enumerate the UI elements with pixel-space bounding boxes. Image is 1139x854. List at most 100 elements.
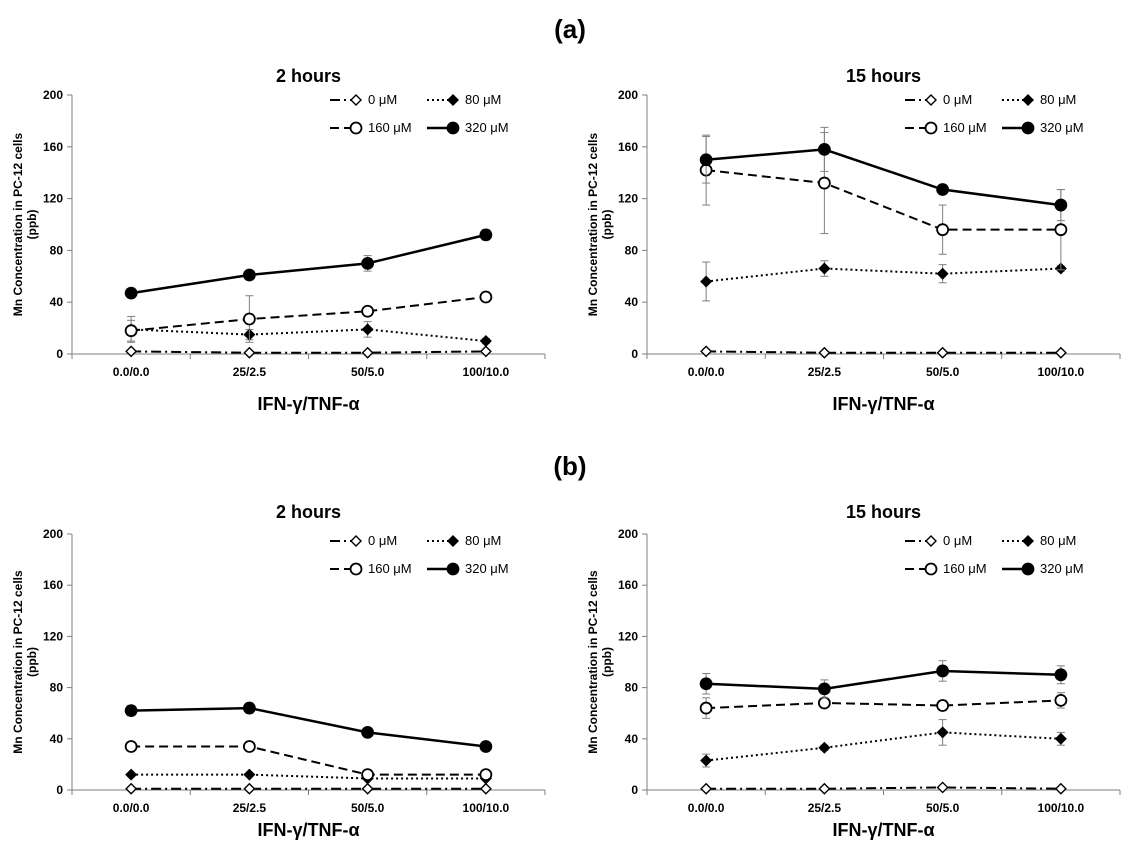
- series-line: [131, 350, 486, 354]
- x-tick-label: 25/2.5: [233, 365, 267, 379]
- data-point: [818, 262, 831, 275]
- data-point: [1054, 732, 1067, 745]
- data-point: [479, 740, 493, 753]
- chart-title: 15 hours: [846, 502, 921, 522]
- legend-item: 160 μM: [330, 561, 412, 576]
- data-point: [817, 682, 831, 696]
- y-tick-label: 160: [43, 140, 63, 154]
- data-point: [479, 345, 492, 358]
- legend-item: 80 μM: [427, 92, 501, 107]
- series-0: [700, 345, 1067, 359]
- data-point: [125, 345, 138, 358]
- legend-marker: [349, 121, 363, 135]
- data-point: [936, 781, 949, 794]
- x-tick-label: 0.0/0.0: [113, 801, 150, 815]
- y-tick-label: 160: [43, 578, 63, 592]
- section-label-a: (a): [554, 14, 586, 44]
- data-point: [936, 267, 949, 280]
- data-point: [243, 782, 256, 795]
- legend: 0 μM 80 μM 160 μM 320 μM: [330, 533, 509, 576]
- series-3: [124, 228, 493, 300]
- chart-title: 15 hours: [846, 66, 921, 86]
- series-1: [700, 260, 1067, 302]
- legend-label: 80 μM: [465, 92, 501, 107]
- y-tick-label: 0: [631, 783, 638, 797]
- legend-label: 80 μM: [465, 533, 501, 548]
- x-tick-label: 25/2.5: [808, 801, 842, 815]
- x-tick-label: 25/2.5: [808, 365, 842, 379]
- x-tick-label: 50/5.0: [351, 801, 385, 815]
- data-point: [125, 782, 138, 795]
- y-tick-label: 200: [618, 527, 638, 541]
- y-tick-label: 120: [43, 629, 63, 643]
- x-tick-label: 100/10.0: [1038, 365, 1085, 379]
- legend-label: 320 μM: [1040, 120, 1084, 135]
- legend-marker: [1021, 562, 1035, 576]
- data-point: [817, 696, 831, 710]
- y-axis-label-line2: (ppb): [600, 210, 614, 240]
- data-point: [361, 768, 375, 782]
- data-point: [817, 142, 831, 156]
- legend-item: 80 μM: [1002, 533, 1076, 548]
- legend-label: 80 μM: [1040, 92, 1076, 107]
- data-point: [818, 741, 831, 754]
- legend-marker: [1022, 535, 1034, 547]
- x-tick-label: 100/10.0: [1038, 801, 1085, 815]
- legend-marker: [1021, 121, 1035, 135]
- series-line: [131, 745, 486, 776]
- data-point: [936, 699, 950, 712]
- y-tick-label: 0: [56, 783, 63, 797]
- data-point: [479, 335, 492, 348]
- chart-title: 2 hours: [276, 66, 341, 86]
- data-point: [361, 725, 375, 739]
- y-axis-label-line1: Mn Concentration in PC-12 cells: [586, 570, 600, 754]
- y-tick-label: 0: [56, 347, 63, 361]
- series-line: [131, 296, 486, 332]
- data-point: [243, 346, 256, 359]
- y-tick-label: 80: [625, 243, 639, 257]
- chart-b-15-hours: 15 hours Mn Concentration in PC-12 cells(…: [586, 502, 1121, 840]
- y-axis-label: Mn Concentration in PC-12 cells (ppb): [586, 132, 614, 316]
- data-point: [699, 677, 713, 691]
- y-tick-label: 200: [618, 88, 638, 102]
- y-tick-label: 160: [618, 578, 638, 592]
- legend-item: 160 μM: [330, 120, 412, 135]
- y-axis-label: Mn Concentration in PC-12 cells (ppb): [11, 132, 39, 316]
- series-line: [706, 669, 1061, 691]
- series-1: [700, 719, 1067, 768]
- series-line: [706, 169, 1061, 231]
- legend-marker: [447, 94, 459, 106]
- data-point: [125, 768, 138, 781]
- series-2: [124, 290, 493, 343]
- data-point: [1054, 198, 1068, 212]
- y-tick-label: 40: [50, 732, 64, 746]
- legend-item: 80 μM: [1002, 92, 1076, 107]
- series-1: [125, 315, 492, 348]
- data-point: [817, 176, 831, 190]
- legend: 0 μM 80 μM 160 μM 320 μM: [905, 533, 1084, 576]
- data-point: [361, 346, 374, 359]
- legend-item: 320 μM: [1002, 120, 1084, 135]
- y-tick-label: 120: [618, 192, 638, 206]
- series-1: [125, 768, 492, 785]
- data-point: [936, 664, 950, 678]
- data-point: [936, 346, 949, 359]
- data-point: [700, 782, 713, 795]
- legend-label: 0 μM: [943, 533, 972, 548]
- data-point: [479, 768, 493, 782]
- series-line: [706, 699, 1061, 710]
- data-point: [124, 286, 138, 300]
- series-3: [699, 660, 1068, 699]
- legend-label: 0 μM: [943, 92, 972, 107]
- data-point: [700, 754, 713, 767]
- legend-label: 0 μM: [368, 533, 397, 548]
- data-point: [1054, 693, 1068, 707]
- series-line: [130, 233, 487, 295]
- series-line: [706, 786, 1061, 790]
- series-line: [131, 706, 487, 748]
- legend-label: 160 μM: [943, 120, 987, 135]
- y-axis-label: Mn Concentration in PC-12 cells (ppb): [11, 570, 39, 754]
- legend-marker: [925, 94, 937, 106]
- y-tick-label: 80: [50, 681, 64, 695]
- data-point: [479, 228, 493, 242]
